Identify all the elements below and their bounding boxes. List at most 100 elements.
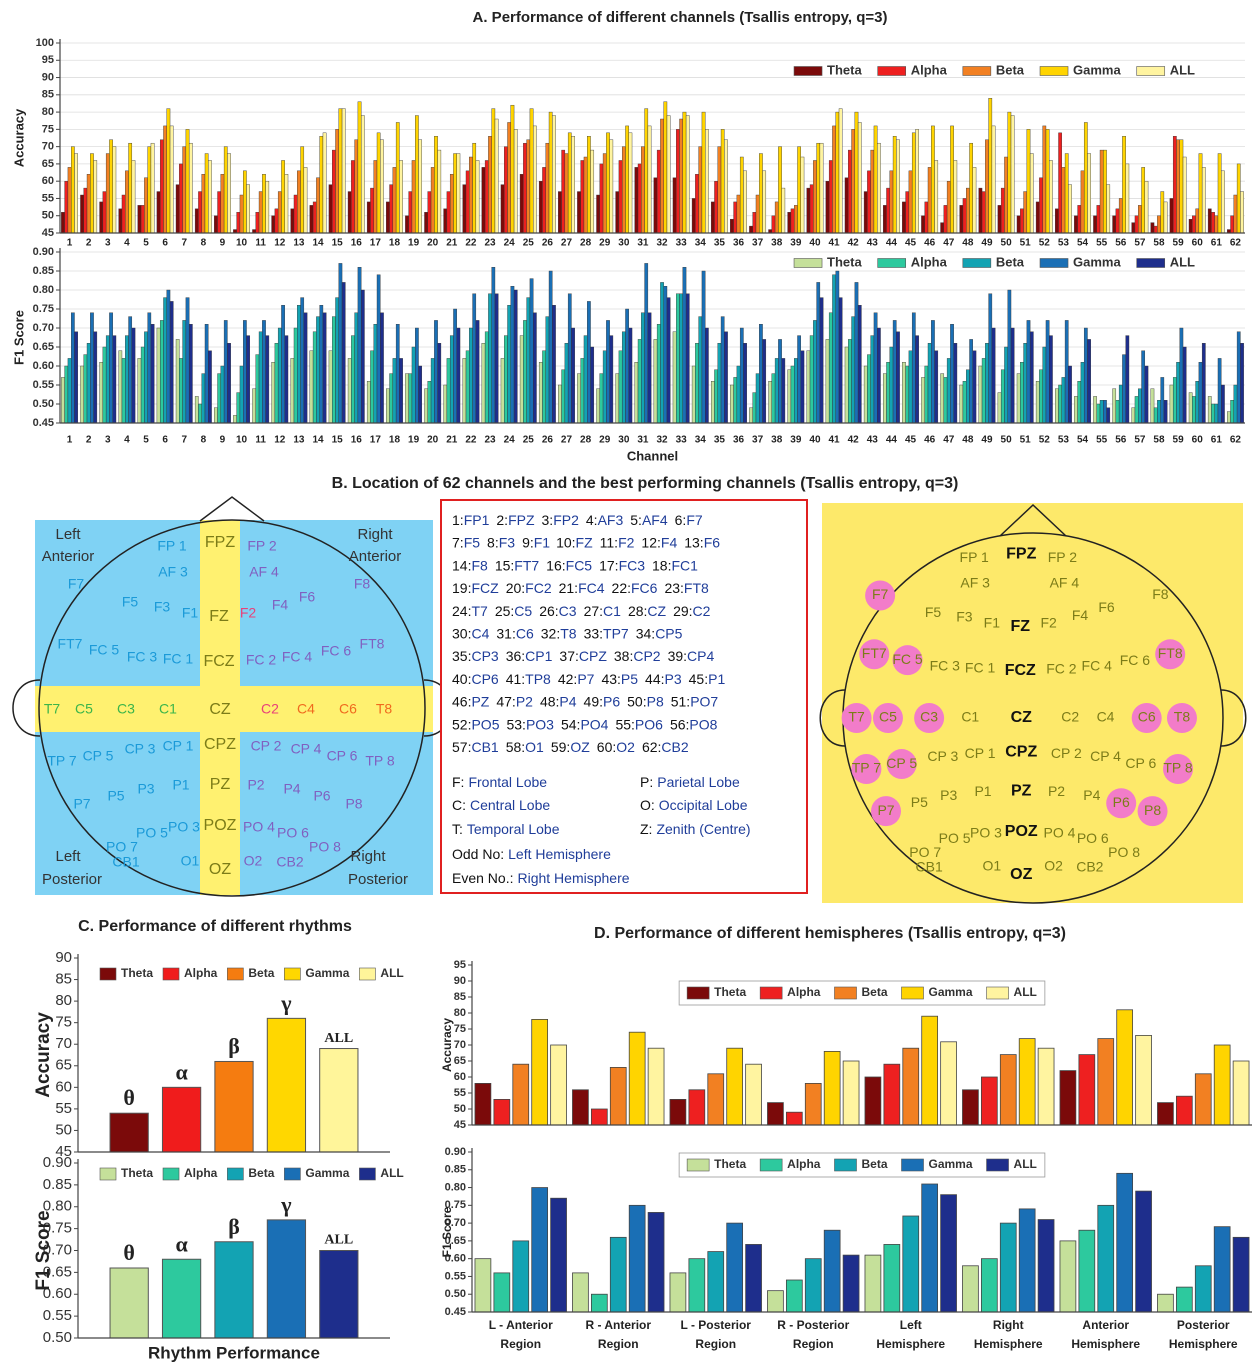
x-tick-label: 42 <box>848 435 860 446</box>
bar <box>1194 1073 1212 1126</box>
x-tick-label: 15 <box>332 238 344 249</box>
bar <box>896 139 900 234</box>
bar <box>335 297 339 424</box>
bar <box>392 358 397 424</box>
channel-name: CP5 <box>655 625 682 641</box>
bar <box>1163 400 1168 424</box>
bar <box>137 358 142 424</box>
electrode-label: PO 6 <box>277 825 309 841</box>
best-channel-marker <box>851 753 882 784</box>
bar <box>804 1083 822 1126</box>
legend-label: Gamma <box>929 1157 973 1171</box>
electrode-label: PO 3 <box>970 824 1002 840</box>
bar <box>892 136 897 234</box>
bar <box>682 267 687 424</box>
y-tick-label: 0.85 <box>445 1164 466 1176</box>
bar <box>1227 411 1231 424</box>
legend-swatch <box>1039 258 1069 268</box>
legend-label: Gamma <box>929 985 973 999</box>
x-tick-label: Region <box>793 1337 834 1351</box>
bar <box>997 392 1002 424</box>
channel-number: 53: <box>506 716 525 732</box>
bar <box>513 129 518 234</box>
bar <box>67 167 72 234</box>
bar <box>109 312 113 424</box>
y-tick-label: 85 <box>454 991 466 1003</box>
channel-number: 60: <box>597 739 616 755</box>
bar <box>844 346 849 424</box>
electrode-label: FC 4 <box>282 649 313 665</box>
bar <box>1074 396 1078 424</box>
x-tick-label: 46 <box>924 238 936 249</box>
bar <box>408 191 413 234</box>
bar <box>710 381 715 424</box>
channel-row: 24:T7 25:C5 26:C3 27:C1 28:CZ 29:C2 <box>452 603 711 619</box>
bar <box>128 316 133 424</box>
x-tick-label: 43 <box>867 435 879 446</box>
bar <box>233 415 237 424</box>
electrode-label: PO 7 <box>106 839 138 855</box>
electrode-label: CPZ <box>204 736 236 753</box>
bar <box>500 358 505 424</box>
bar <box>300 297 305 424</box>
bar <box>1179 139 1184 234</box>
bar <box>386 201 390 234</box>
channel-number: 27: <box>584 603 603 619</box>
electrode-label: C1 <box>961 709 979 725</box>
electrode-label: CP 3 <box>125 741 156 757</box>
y-tick-label: 65 <box>454 1055 466 1067</box>
bar <box>147 312 152 424</box>
best-channel-marker <box>872 703 903 733</box>
bar <box>1112 388 1117 424</box>
channel-name: F6 <box>704 534 721 550</box>
electrode-label: PO 8 <box>309 839 341 855</box>
bar <box>825 339 830 424</box>
bar <box>427 381 432 424</box>
bar <box>762 170 767 234</box>
y-tick-label: 60 <box>55 1078 72 1095</box>
bar <box>870 335 875 424</box>
electrode-label: FT8 <box>360 636 385 652</box>
bar <box>86 343 91 424</box>
channel-number: 51: <box>671 693 690 709</box>
y-tick-label: 95 <box>42 54 54 66</box>
bar <box>969 339 973 424</box>
y-tick-label: 50 <box>55 1121 72 1138</box>
bar <box>564 153 569 234</box>
bar <box>351 160 355 234</box>
bar <box>943 205 948 234</box>
y-tick-label: 0.90 <box>33 246 54 258</box>
x-tick-label: 28 <box>580 435 592 446</box>
bar <box>787 212 792 234</box>
channel-number: 26: <box>539 603 558 619</box>
bar <box>1068 365 1072 424</box>
bar <box>838 108 843 234</box>
channel-number: 45: <box>689 671 708 687</box>
channel-name: P4 <box>559 693 576 709</box>
x-tick-label: 21 <box>446 238 458 249</box>
x-tick-label: 5 <box>143 435 149 446</box>
bar <box>1176 362 1180 424</box>
channel-name: FC3 <box>619 557 646 573</box>
y-tick-label: 0.70 <box>33 322 54 334</box>
bar <box>1213 1044 1231 1126</box>
electrode-label: CP 5 <box>886 755 917 771</box>
bar <box>759 324 763 424</box>
x-tick-label: 47 <box>943 238 955 249</box>
bar <box>1150 222 1155 234</box>
bar <box>902 201 906 234</box>
bar <box>465 350 470 424</box>
bar <box>628 132 633 234</box>
bar <box>552 305 556 424</box>
lobe-name: Left Hemisphere <box>508 846 611 862</box>
bar <box>724 331 728 424</box>
bar <box>430 358 435 424</box>
channel-number: 55: <box>615 716 634 732</box>
bar <box>90 153 94 234</box>
y-tick-label: 0.70 <box>445 1217 466 1229</box>
bar <box>1042 125 1047 234</box>
bar <box>131 327 136 424</box>
x-tick-label: 52 <box>1039 435 1051 446</box>
bar <box>469 156 473 234</box>
bar <box>1026 320 1031 424</box>
